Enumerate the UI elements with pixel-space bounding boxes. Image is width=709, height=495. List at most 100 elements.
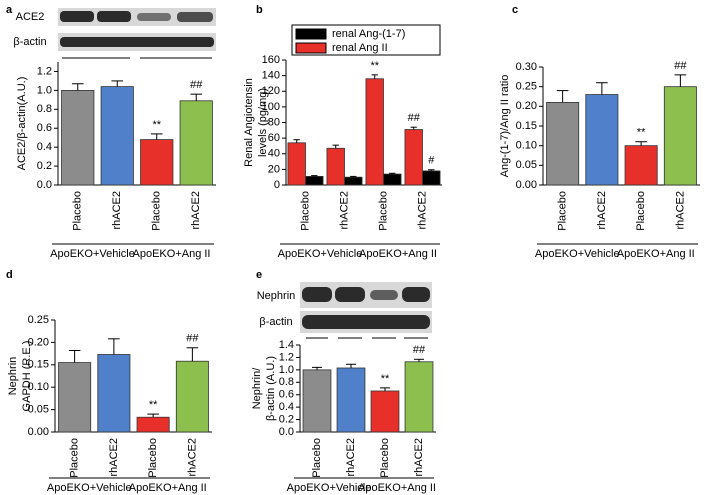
y-tick-label: 0.6 <box>279 389 294 401</box>
panel-letter: e <box>256 269 262 281</box>
x-tick-label: rhACE2 <box>190 191 202 230</box>
y-tick-label: 0.10 <box>516 140 537 152</box>
y-tick-label: 100 <box>262 101 280 113</box>
y-tick-label: 0.0 <box>37 179 52 191</box>
group-label: ApoEKO+Ang II <box>617 248 695 260</box>
x-tick-label: rhACE2 <box>338 191 350 230</box>
y-axis-label: Ang-(1-7)/Ang II ratio <box>499 75 511 178</box>
legend-label: renal Ang II <box>332 42 388 54</box>
x-tick-label: Placebo <box>377 191 389 231</box>
bar <box>624 145 658 186</box>
y-tick-label: 60 <box>268 132 280 144</box>
y-tick-label: 0.20 <box>28 336 49 348</box>
x-tick-label: rhACE2 <box>186 438 198 477</box>
y-tick-label: 0.4 <box>279 401 294 413</box>
significance-label: ** <box>637 127 646 139</box>
group-label: ApoEKO+Vehicle <box>50 248 135 260</box>
bar <box>100 86 134 186</box>
bar <box>58 362 92 433</box>
y-tick-label: 20 <box>268 163 280 175</box>
significance-label: ** <box>152 119 161 131</box>
significance-label: ## <box>674 60 687 72</box>
legend-label: renal Ang-(1-7) <box>332 28 405 40</box>
significance-label: ## <box>190 79 203 91</box>
x-tick-label: rhACE2 <box>108 438 120 477</box>
bar <box>585 94 619 186</box>
bar <box>175 360 209 433</box>
x-tick-label: rhACE2 <box>674 191 686 230</box>
group-label: ApoEKO+Vehicle <box>287 482 372 494</box>
x-tick-label: Placebo <box>635 191 647 231</box>
y-tick-label: 0.15 <box>28 359 49 371</box>
bar <box>326 147 345 186</box>
bar <box>365 78 384 186</box>
significance-label: ## <box>186 333 199 345</box>
significance-label: ## <box>413 344 426 356</box>
y-tick-label: 0.2 <box>279 413 294 425</box>
x-tick-label: Placebo <box>557 191 569 231</box>
y-tick-label: 1.4 <box>279 339 294 351</box>
bar <box>383 173 402 186</box>
y-tick-label: 0.10 <box>28 381 49 393</box>
y-tick-label: 0.15 <box>516 120 537 132</box>
legend-box <box>295 42 327 54</box>
y-tick-label: 0.25 <box>516 81 537 93</box>
y-tick-label: 0.2 <box>37 160 52 172</box>
y-tick-label: 140 <box>262 70 280 82</box>
bar <box>136 416 170 433</box>
x-tick-label: Placebo <box>151 191 163 231</box>
significance-label: # <box>428 155 435 167</box>
y-tick-label: 0.00 <box>28 426 49 438</box>
y-tick-label: 0.30 <box>516 61 537 73</box>
y-tick-label: 80 <box>268 116 280 128</box>
bar <box>179 100 213 186</box>
group-label: ApoEKO+Ang II <box>133 248 211 260</box>
y-tick-label: 0.6 <box>37 122 52 134</box>
bar <box>404 361 434 433</box>
y-tick-label: 0 <box>274 179 280 191</box>
group-label: ApoEKO+Ang II <box>358 482 436 494</box>
x-tick-label: rhACE2 <box>596 191 608 230</box>
blot-label: ACE2 <box>16 11 45 23</box>
panel-letter: a <box>6 4 13 16</box>
bar <box>61 89 95 186</box>
y-tick-label: 1.2 <box>37 65 52 77</box>
bar <box>140 139 174 186</box>
x-tick-label: Placebo <box>311 438 323 478</box>
y-tick-label: 1.0 <box>279 364 294 376</box>
panel-letter: c <box>512 4 518 16</box>
y-tick-label: 0.00 <box>516 179 537 191</box>
significance-label: ** <box>370 60 379 72</box>
bar <box>422 170 441 186</box>
significance-label: ## <box>408 112 421 124</box>
blot-label: β-actin <box>13 36 46 48</box>
group-label: ApoEKO+Vehicle <box>535 248 620 260</box>
bar <box>404 129 423 186</box>
y-axis-label: GAPDH (R.E.) <box>21 341 33 412</box>
y-axis-label: ACE2/β-actin(A.U.) <box>16 77 28 171</box>
x-tick-label: Placebo <box>379 438 391 478</box>
y-axis-label: Nephrin <box>7 357 19 396</box>
y-axis-label: Renal Angiotensin <box>243 78 255 167</box>
bar <box>97 354 131 433</box>
y-tick-label: 0.25 <box>28 314 49 326</box>
y-tick-label: 0.4 <box>37 141 52 153</box>
y-tick-label: 0.05 <box>28 404 49 416</box>
x-tick-label: Placebo <box>72 191 84 231</box>
y-axis-label: Nephrin/ <box>251 367 263 410</box>
group-label: ApoEKO+Ang II <box>359 248 437 260</box>
x-tick-label: Placebo <box>147 438 159 478</box>
bar <box>546 102 580 186</box>
panel-letter: b <box>256 4 263 16</box>
x-tick-label: rhACE2 <box>345 438 357 477</box>
legend-box <box>295 28 327 40</box>
bar <box>287 142 306 186</box>
x-tick-label: Placebo <box>299 191 311 231</box>
y-axis-label: levels (pg/mg) <box>257 88 269 157</box>
y-tick-label: 1.2 <box>279 351 294 363</box>
y-tick-label: 120 <box>262 85 280 97</box>
blot-label: β-actin <box>259 316 292 328</box>
blot-e <box>300 282 432 339</box>
y-tick-label: 0.05 <box>516 159 537 171</box>
